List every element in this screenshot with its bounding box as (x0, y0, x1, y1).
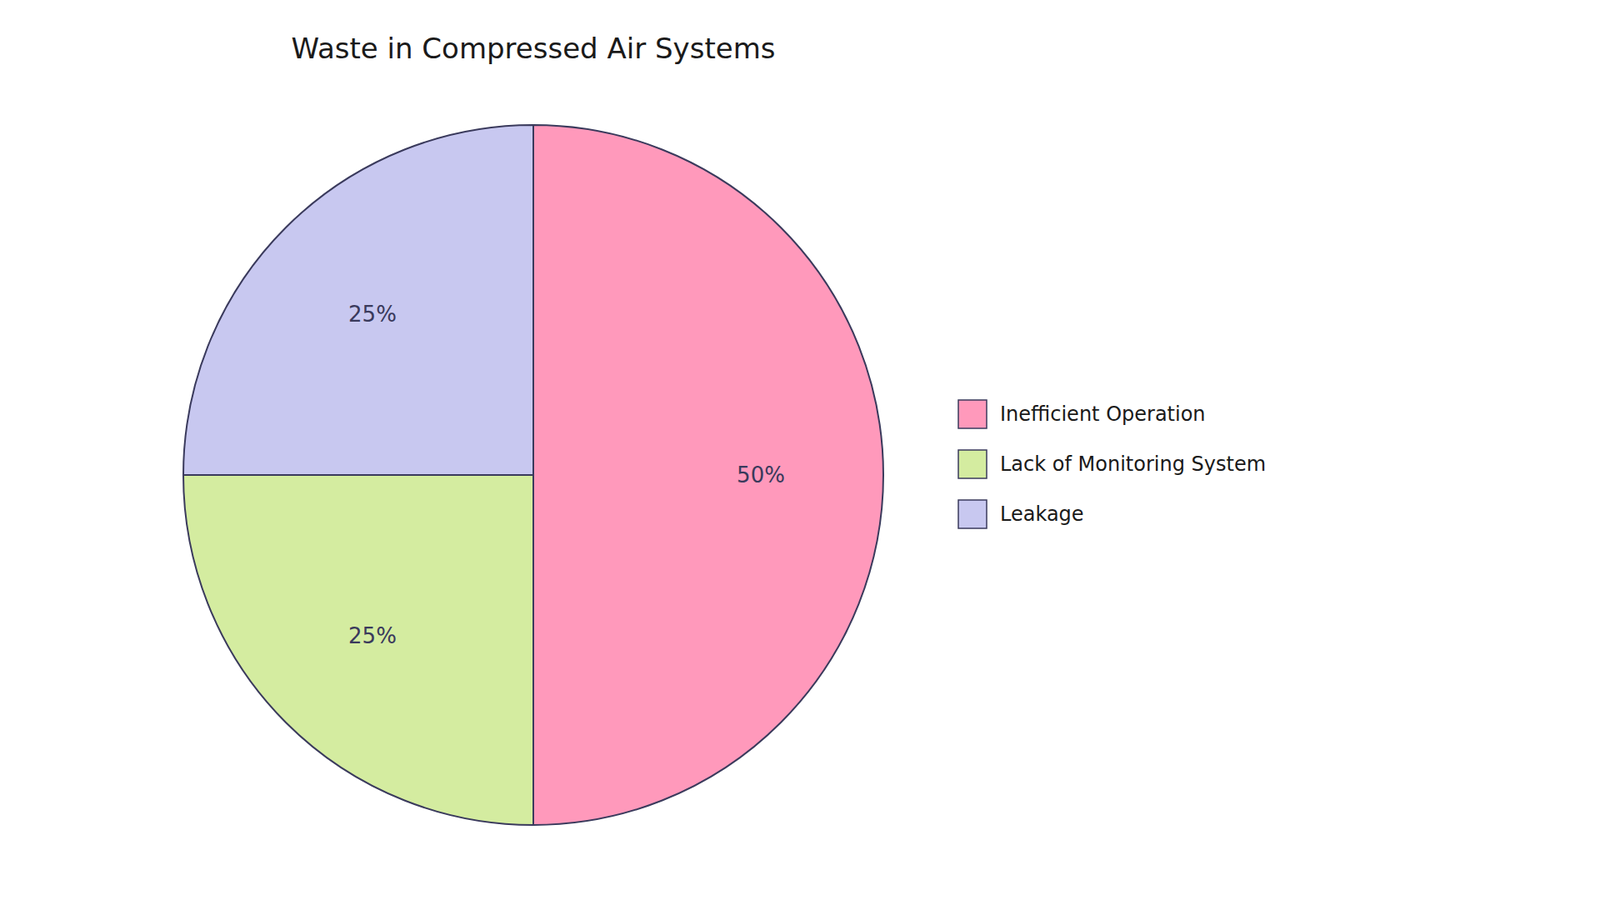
legend-swatch (958, 400, 987, 429)
pie-slice (183, 125, 534, 475)
data-label: 25% (348, 301, 397, 327)
data-label: 50% (736, 462, 785, 488)
legend-label: Lack of Monitoring System (1000, 452, 1266, 476)
title: Waste in Compressed Air Systems (291, 31, 776, 65)
data-label: 25% (348, 623, 397, 649)
legend-label: Inefficient Operation (1000, 402, 1206, 426)
legend-swatch (958, 450, 987, 479)
legend-item: Inefficient Operation (958, 400, 1206, 429)
legend-item: Leakage (958, 500, 1085, 529)
legend: Inefficient Operation Lack of Monitoring … (958, 400, 1266, 529)
pie (183, 125, 884, 825)
data-labels: 50% 25% 25% (348, 301, 785, 649)
chart: Waste in Compressed Air Systems 50% 25% 25%… (0, 0, 1600, 900)
legend-swatch (958, 500, 987, 529)
legend-label: Leakage (1000, 502, 1085, 526)
pie-slice (533, 125, 884, 825)
pie-slice (183, 475, 534, 825)
legend-item: Lack of Monitoring System (958, 450, 1266, 479)
